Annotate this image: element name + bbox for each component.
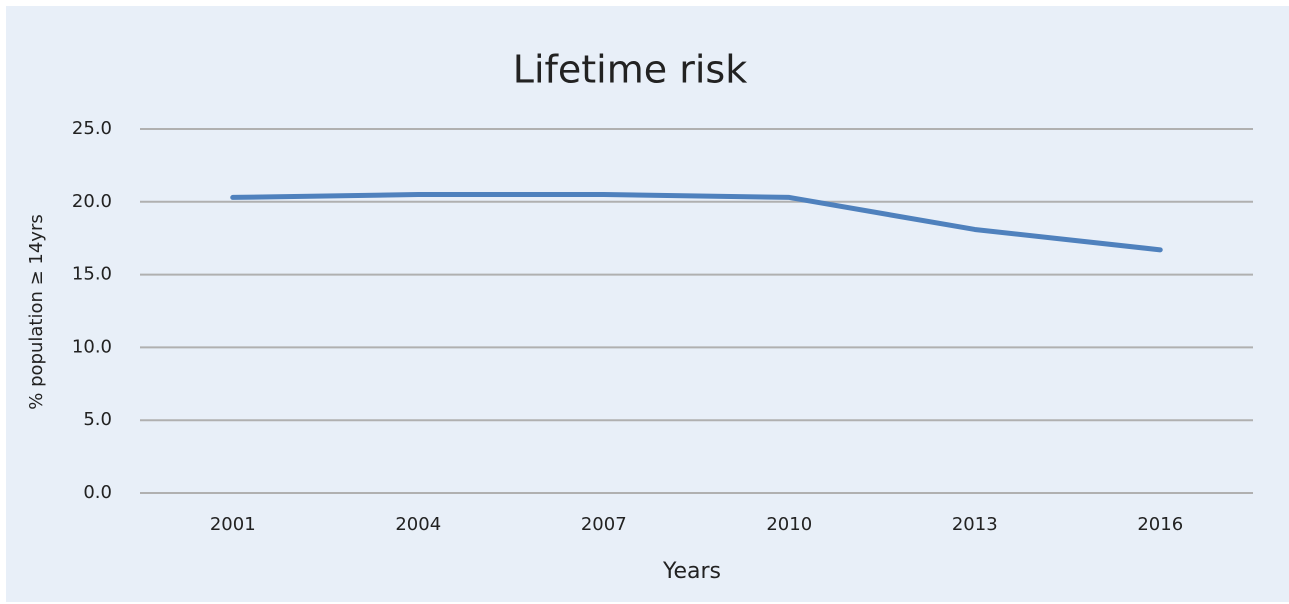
chart-title: Lifetime risk <box>513 48 747 92</box>
y-tick-label: 10.0 <box>72 336 112 357</box>
x-tick-label: 2007 <box>581 514 627 535</box>
y-tick-label: 20.0 <box>72 191 112 212</box>
y-tick-label: 0.0 <box>83 482 112 503</box>
x-tick-label: 2013 <box>952 514 998 535</box>
y-tick-label: 15.0 <box>72 264 112 285</box>
x-tick-label: 2001 <box>210 514 256 535</box>
y-axis-label: % population ≥ 14yrs <box>26 214 47 409</box>
y-tick-label: 5.0 <box>83 409 112 430</box>
x-tick-label: 2010 <box>766 514 812 535</box>
chart-background <box>6 6 1289 602</box>
x-axis-label: Years <box>662 559 721 584</box>
y-tick-label: 25.0 <box>72 118 112 139</box>
x-tick-label: 2016 <box>1137 514 1183 535</box>
x-tick-label: 2004 <box>395 514 441 535</box>
data-line <box>230 192 1163 253</box>
